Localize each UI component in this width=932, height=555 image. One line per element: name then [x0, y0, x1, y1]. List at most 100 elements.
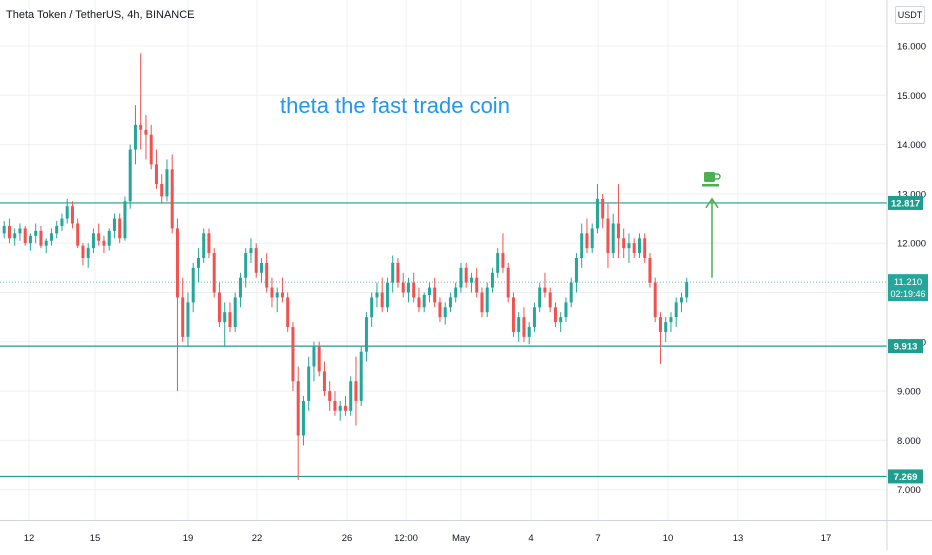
x-tick-label: 7 — [595, 533, 600, 544]
candle-body — [590, 228, 594, 249]
candle-body — [412, 282, 416, 298]
candle-body — [133, 124, 137, 150]
candle-body — [154, 164, 158, 185]
candle-body — [265, 262, 269, 288]
candle-body — [448, 297, 452, 308]
candle-body — [291, 327, 295, 382]
grid — [0, 0, 887, 520]
candle-body — [275, 292, 279, 298]
countdown-label: 02:19:46 — [890, 289, 925, 299]
candle-body — [128, 149, 132, 202]
x-tick-label: 19 — [183, 533, 194, 544]
candle-body — [417, 297, 421, 308]
candle-body — [328, 391, 332, 401]
candle-body — [669, 317, 673, 323]
candle-body — [480, 292, 484, 313]
x-tick-label: 26 — [342, 533, 353, 544]
candle-body — [76, 223, 80, 246]
candle-body — [296, 381, 300, 436]
x-tick-label: 12 — [24, 533, 35, 544]
annotations: theta the fast trade coin — [280, 93, 721, 278]
candle-body — [112, 218, 116, 231]
candle-body — [165, 169, 169, 197]
candle-body — [23, 228, 27, 244]
level-price-label: 7.269 — [894, 472, 918, 483]
candle-body — [354, 381, 358, 401]
x-tick-label: 10 — [663, 533, 674, 544]
candle-body — [254, 248, 258, 273]
candle-body — [118, 218, 122, 239]
candle-body — [149, 134, 153, 165]
y-tick-label: 15.000 — [897, 91, 926, 102]
candle-body — [622, 238, 626, 249]
candle-body — [501, 253, 505, 268]
candle-body — [370, 297, 374, 318]
candle-body — [139, 124, 143, 130]
candle-body — [475, 277, 479, 293]
candle-body — [39, 230, 43, 246]
candle-body — [207, 233, 211, 254]
candle-body — [538, 287, 542, 308]
candle-body — [349, 381, 353, 411]
candle-body — [107, 230, 111, 246]
candle-body — [485, 287, 489, 313]
candle-body — [427, 287, 431, 295]
candle-body — [543, 287, 547, 293]
candle-body — [433, 287, 437, 303]
candle-body — [65, 206, 69, 219]
candle-body — [55, 225, 59, 234]
candle-body — [280, 292, 284, 298]
candle-body — [217, 292, 221, 323]
candle-body — [469, 277, 473, 283]
candle-body — [338, 405, 342, 411]
x-tick-label: 13 — [733, 533, 744, 544]
current-price-label: 11.210 — [894, 277, 922, 288]
level-price-label-bg — [888, 339, 923, 354]
candle-body — [238, 277, 242, 298]
y-tick-label: 7.000 — [897, 485, 921, 496]
candle-body — [97, 233, 101, 241]
target-arrow-head — [705, 197, 719, 209]
candle-body — [532, 307, 536, 328]
candle-body — [28, 235, 32, 244]
candle-body — [307, 366, 311, 401]
candle-body — [511, 297, 515, 332]
currency-button[interactable]: USDT — [895, 6, 925, 24]
candle-body — [401, 282, 405, 293]
candles — [2, 53, 689, 480]
candle-body — [559, 317, 563, 323]
candle-body — [685, 282, 689, 298]
candle-body — [18, 228, 22, 234]
candle-body — [44, 240, 48, 246]
candle-body — [580, 233, 584, 258]
candle-body — [375, 292, 379, 298]
candle-body — [196, 257, 200, 268]
candle-body — [343, 405, 347, 411]
candle-body — [144, 129, 148, 135]
candle-body — [553, 307, 557, 323]
candle-body — [522, 317, 526, 337]
candle-body — [459, 267, 463, 288]
candle-body — [86, 248, 90, 258]
candle-body — [312, 346, 316, 367]
candle-body — [648, 257, 652, 283]
candle-body — [564, 302, 568, 318]
candle-body — [7, 225, 11, 239]
x-tick-label: 22 — [252, 533, 263, 544]
candle-body — [406, 282, 410, 293]
level-price-label-bg — [888, 195, 923, 210]
candle-body — [175, 228, 179, 298]
candle-body — [658, 317, 662, 332]
candle-body — [653, 282, 657, 318]
candle-body — [606, 218, 610, 254]
annotation-text: theta the fast trade coin — [280, 93, 510, 118]
candle-body — [464, 267, 468, 283]
candle-body — [585, 233, 589, 249]
candle-body — [385, 282, 389, 308]
candle-body — [259, 262, 263, 273]
candle-body — [333, 400, 337, 411]
candle-body — [443, 307, 447, 318]
candle-body — [490, 272, 494, 288]
